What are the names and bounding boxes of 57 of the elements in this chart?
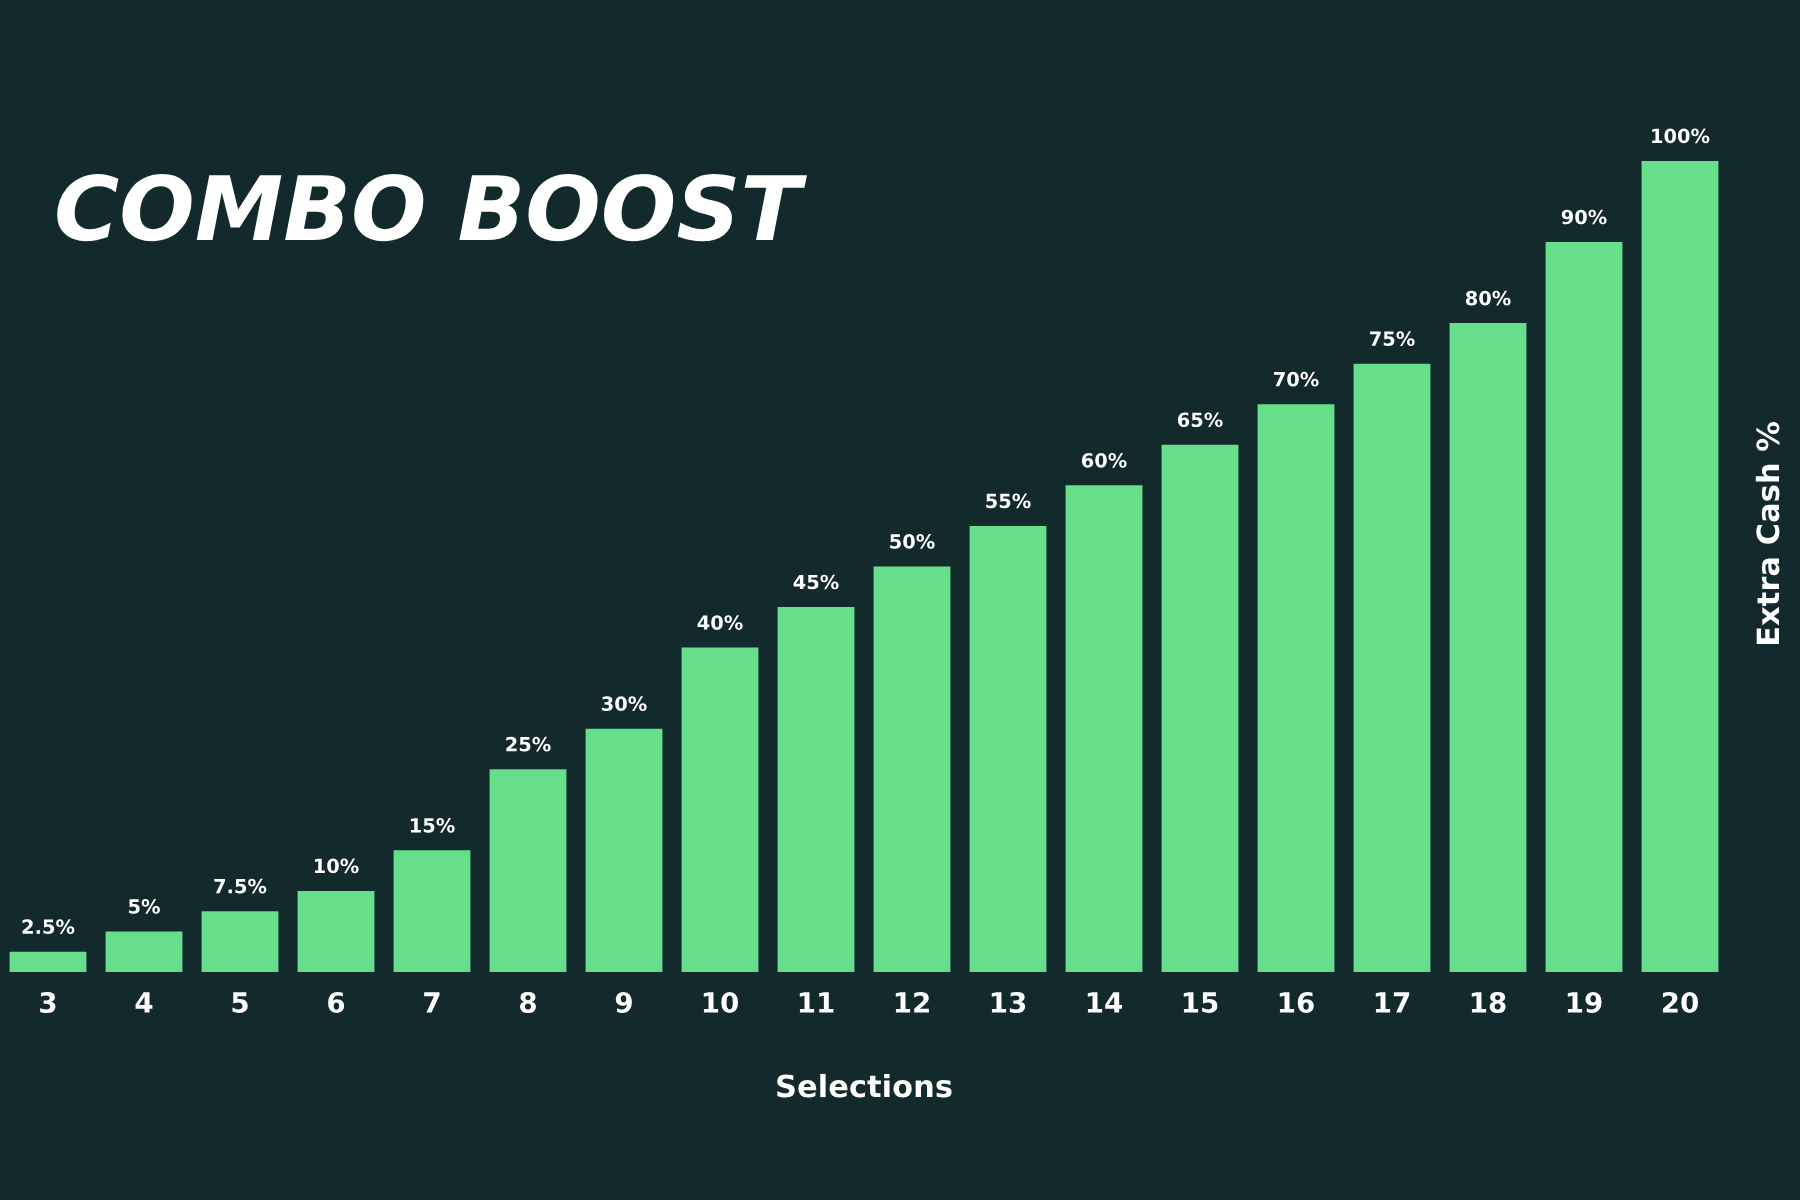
bar bbox=[1257, 404, 1335, 972]
chart-title: COMBO BOOST bbox=[57, 174, 807, 242]
data-label: 40% bbox=[697, 615, 743, 630]
data-label: 45% bbox=[793, 574, 839, 590]
data-label: 55% bbox=[986, 493, 1031, 509]
x-tick-label: 9 bbox=[615, 991, 632, 1013]
data-label: 70% bbox=[1274, 371, 1319, 387]
y-axis-title: Extra Cash % bbox=[1755, 422, 1780, 645]
data-label: 7.5% bbox=[214, 878, 267, 894]
x-tick-label: 8 bbox=[520, 991, 536, 1013]
data-label: 2.5% bbox=[22, 919, 75, 935]
x-tick-label: 4 bbox=[135, 992, 153, 1013]
bar bbox=[9, 951, 87, 972]
x-tick-label: 17 bbox=[1375, 992, 1410, 1013]
data-label: 50% bbox=[890, 534, 935, 549]
x-axis-title: Selections bbox=[777, 1073, 952, 1098]
x-tick-label: 5 bbox=[232, 992, 248, 1013]
x-tick-label: 6 bbox=[328, 991, 345, 1013]
data-label: 100% bbox=[1652, 128, 1710, 144]
x-tick-label: 16 bbox=[1279, 991, 1314, 1013]
x-tick-label: 11 bbox=[799, 992, 834, 1013]
data-label: 10% bbox=[314, 858, 359, 874]
x-tick-label: 20 bbox=[1662, 991, 1698, 1013]
bar bbox=[105, 931, 183, 972]
data-label: 80% bbox=[1465, 290, 1511, 306]
bar bbox=[969, 525, 1047, 972]
data-label: 15% bbox=[410, 817, 455, 833]
bar bbox=[489, 769, 567, 972]
x-tick-label: 12 bbox=[895, 991, 929, 1013]
bar bbox=[1065, 485, 1143, 972]
data-label: 30% bbox=[602, 696, 647, 712]
x-tick-label: 3 bbox=[40, 991, 56, 1013]
data-label: 5% bbox=[128, 899, 160, 914]
data-label: 60% bbox=[1081, 452, 1127, 468]
x-tick-label: 10 bbox=[703, 991, 738, 1013]
bar bbox=[1353, 363, 1431, 972]
data-label: 90% bbox=[1561, 209, 1607, 225]
bar bbox=[681, 647, 759, 972]
bar bbox=[1641, 160, 1719, 972]
bar bbox=[393, 850, 471, 972]
x-tick-label: 15 bbox=[1183, 992, 1218, 1013]
bar bbox=[585, 728, 663, 972]
x-tick-label: 13 bbox=[991, 991, 1026, 1013]
bar bbox=[1161, 444, 1239, 972]
data-label: 65% bbox=[1177, 412, 1223, 428]
bar bbox=[1449, 323, 1527, 972]
data-label: 25% bbox=[506, 736, 551, 752]
data-label: 75% bbox=[1370, 331, 1415, 347]
bar bbox=[201, 911, 279, 972]
x-tick-label: 18 bbox=[1471, 991, 1506, 1013]
bar bbox=[1545, 242, 1623, 972]
x-tick-label: 19 bbox=[1567, 991, 1602, 1013]
bar bbox=[777, 607, 855, 972]
x-tick-label: 14 bbox=[1087, 992, 1123, 1013]
bar bbox=[873, 566, 951, 972]
x-tick-label: 7 bbox=[424, 992, 440, 1013]
bar bbox=[297, 890, 375, 972]
